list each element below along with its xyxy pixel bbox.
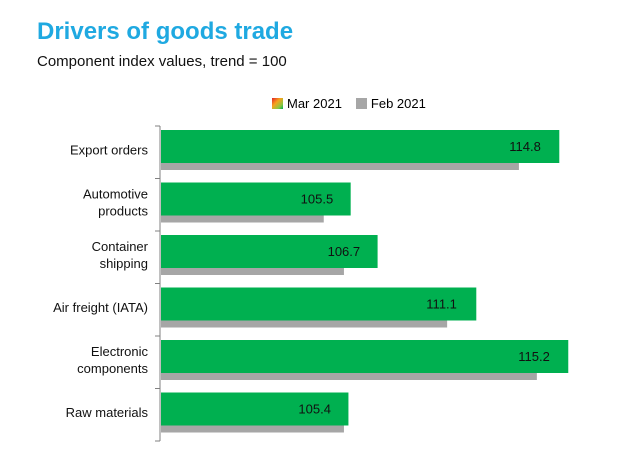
data-label-container-shipping: 106.7 [328,244,361,259]
legend-swatch-feb-2021 [355,98,367,109]
category-label-automotive-products: Automotive [83,186,148,201]
chart-subtitle: Component index values, trend = 100 [37,53,287,70]
bar-mar-2021-automotive-products [161,182,351,216]
bar-mar-2021-export-orders [161,130,560,163]
legend-item-mar-2021: Mar 2021 [272,96,342,111]
bar-mar-2021-electronic-components [161,340,569,373]
category-label-container-shipping: shipping [100,256,148,271]
bar-mar-2021-container-shipping [161,235,378,268]
legend-label-mar-2021: Mar 2021 [287,96,342,111]
legend-swatch-mar-2021 [272,98,283,109]
category-label-electronic-components: components [77,361,148,376]
legend: Mar 2021 Feb 2021 [272,96,440,111]
category-label-automotive-products: products [98,203,148,218]
bar-mar-2021-air-freight-iata [161,287,477,321]
chart-title: Drivers of goods trade [37,18,294,45]
legend-label-feb-2021: Feb 2021 [370,96,426,111]
category-label-air-freight-iata: Air freight (IATA) [53,300,148,315]
category-label-electronic-components: Electronic [91,344,149,359]
category-label-raw-materials: Raw materials [66,405,149,420]
bar-mar-2021-raw-materials [161,392,349,426]
category-label-container-shipping: Container [92,239,149,254]
category-label-export-orders: Export orders [70,142,149,157]
data-label-export-orders: 114.8 [509,139,541,154]
data-label-air-freight-iata: 111.1 [426,297,457,312]
data-label-electronic-components: 115.2 [518,349,550,364]
data-label-automotive-products: 105.5 [301,192,334,207]
legend-item-feb-2021: Feb 2021 [355,96,426,111]
data-label-raw-materials: 105.4 [298,402,331,417]
